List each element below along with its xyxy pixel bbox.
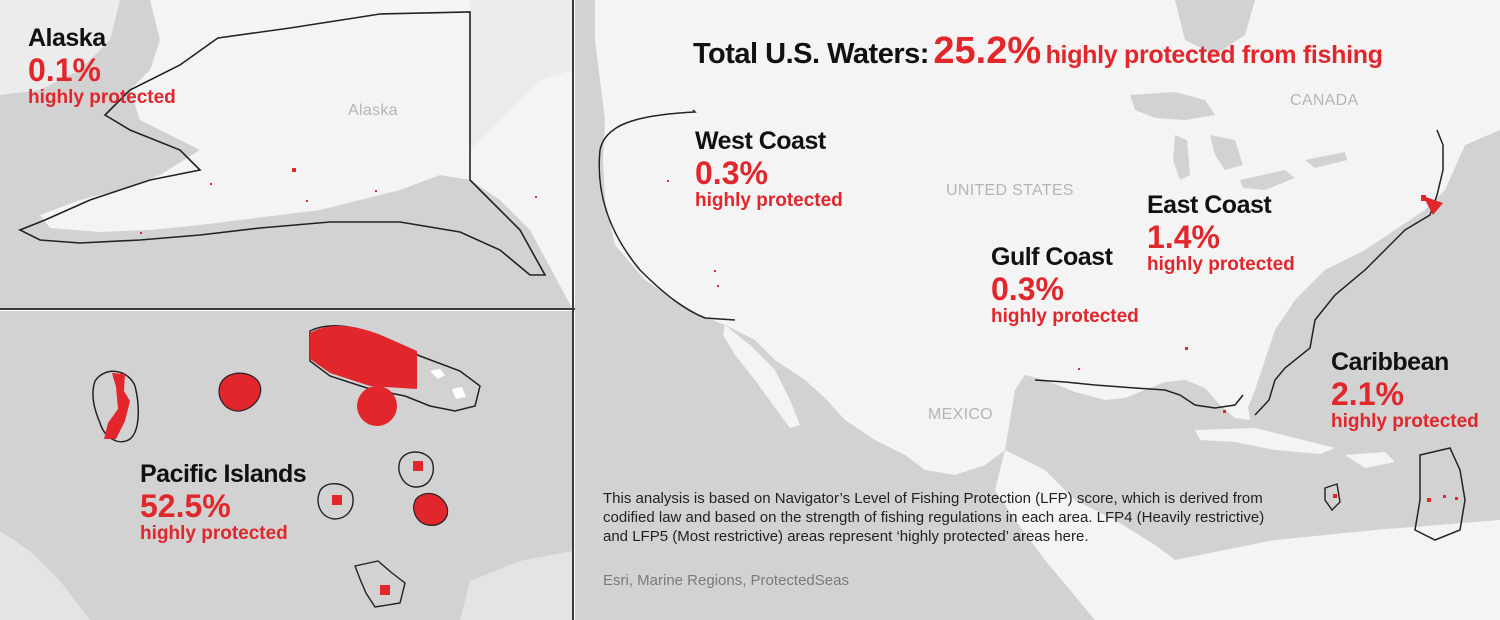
howland-protected — [332, 495, 342, 505]
inset-divider-vertical — [572, 0, 574, 620]
gulf-coast-protected — [1185, 347, 1188, 350]
canada-land-nw — [470, 0, 572, 150]
caribbean-subtitle: highly protected — [1331, 411, 1479, 432]
main-map-svg — [595, 0, 1500, 620]
great-lakes — [1173, 135, 1190, 180]
alaska-place-label: Alaska — [348, 102, 398, 119]
pacific-land-edge — [0, 531, 90, 620]
great-lakes — [1130, 92, 1215, 120]
samoa-eez-boundary — [354, 560, 406, 608]
caribbean-stat-label: Caribbean 2.1% highly protected — [1331, 348, 1479, 433]
hudson-bay — [1175, 0, 1255, 55]
east-coast-stat-label: East Coast 1.4% highly protected — [1147, 191, 1295, 276]
pacific-percent: 52.5% — [140, 488, 231, 524]
samoa-protected — [380, 585, 390, 595]
pacific-stat-label: Pacific Islands 52.5% highly protected — [140, 460, 307, 545]
papahanaumokuakea-protected — [310, 325, 417, 389]
alaska-protected-area — [210, 183, 212, 185]
jarvis-protected — [413, 492, 449, 526]
marianas-protected — [104, 373, 130, 439]
russia-land — [0, 0, 120, 95]
florida-peninsula — [1205, 385, 1250, 420]
alaska-protected-area — [306, 200, 308, 202]
west-coast-percent: 0.3% — [695, 155, 768, 191]
west-coast-name: West Coast — [695, 127, 826, 155]
alaska-name: Alaska — [28, 24, 106, 52]
united-states-place-label: UNITED STATES — [946, 182, 1074, 199]
alaska-stat-label: Alaska 0.1% highly protected — [28, 24, 176, 109]
pacific-islands-inset-map: Pacific Islands 52.5% highly protected — [0, 311, 572, 620]
headline: Total U.S. Waters: 25.2% highly protecte… — [693, 30, 1383, 73]
howland-eez-boundary — [317, 483, 354, 520]
caribbean-protected — [1443, 495, 1446, 498]
hawaii-island — [430, 369, 445, 379]
great-lakes — [1210, 135, 1243, 170]
gulf-coast-percent: 0.3% — [991, 271, 1064, 307]
gulf-coast-protected — [1078, 368, 1080, 370]
gulf-coast-subtitle: highly protected — [991, 306, 1139, 327]
johnston-protected — [357, 386, 397, 426]
west-coast-protected — [714, 270, 716, 272]
alaska-map-svg — [0, 0, 572, 308]
conterminous-us-map — [575, 0, 1500, 620]
pacific-land-edge — [460, 551, 572, 620]
central-america-land — [995, 450, 1175, 620]
caribbean-protected — [1455, 497, 1458, 500]
caribbean-protected — [1427, 498, 1431, 502]
pacific-name: Pacific Islands — [140, 460, 307, 488]
mexico-place-label: MEXICO — [928, 406, 993, 423]
northeast-canyons-protected — [1423, 196, 1443, 215]
puerto-rico-eez-boundary — [1414, 447, 1466, 541]
south-america-land — [1135, 520, 1500, 620]
great-lakes — [1305, 152, 1347, 168]
caribbean-name: Caribbean — [1331, 348, 1449, 376]
west-coast-protected — [667, 180, 669, 182]
alaska-subtitle: highly protected — [28, 87, 176, 108]
pacific-map-svg — [0, 325, 572, 620]
kingman-protected — [413, 461, 423, 471]
gulf-coast-name: Gulf Coast — [991, 243, 1113, 271]
kingman-eez-boundary — [398, 451, 434, 488]
alaska-landmass — [40, 0, 572, 308]
alaska-percent: 0.1% — [28, 52, 101, 88]
headline-tail: highly protected from fishing — [1045, 41, 1383, 69]
methodology-note: This analysis is based on Navigator’s Le… — [603, 490, 1265, 545]
headline-lead: Total U.S. Waters: — [693, 38, 929, 70]
north-america-land — [595, 0, 1500, 475]
caribbean-protected — [1333, 494, 1337, 498]
marianas-eez-boundary — [92, 370, 140, 443]
caribbean-percent: 2.1% — [1331, 376, 1404, 412]
east-coast-subtitle: highly protected — [1147, 254, 1295, 275]
west-coast-subtitle: highly protected — [695, 190, 843, 211]
headline-value: 25.2% — [933, 30, 1042, 72]
pacific-subtitle: highly protected — [140, 523, 288, 544]
navassa-eez-boundary — [1324, 483, 1341, 512]
west-coast-protected — [717, 285, 719, 287]
canada-place-label: CANADA — [1290, 92, 1359, 109]
alaska-protected-area — [535, 196, 537, 198]
great-lakes — [1240, 170, 1295, 190]
gulf-coast-stat-label: Gulf Coast 0.3% highly protected — [991, 243, 1139, 328]
wake-protected — [218, 372, 262, 412]
east-coast-eez-boundary — [1254, 129, 1444, 416]
hispaniola — [1345, 452, 1395, 468]
baja-peninsula — [723, 325, 800, 428]
alaska-eez-boundary — [18, 11, 547, 276]
source-credit: Esri, Marine Regions, ProtectedSeas — [603, 572, 849, 589]
west-coast-stat-label: West Coast 0.3% highly protected — [695, 127, 843, 212]
alaska-inset-map: Alaska Alaska 0.1% highly protected — [0, 0, 572, 308]
east-coast-name: East Coast — [1147, 191, 1272, 219]
east-coast-percent: 1.4% — [1147, 219, 1220, 255]
cuba — [1195, 428, 1335, 454]
alaska-protected-area — [292, 168, 296, 172]
alaska-protected-area — [140, 232, 142, 234]
west-coast-eez-boundary — [598, 109, 736, 321]
alaska-protected-area — [375, 190, 377, 192]
east-coast-protected — [1421, 195, 1426, 201]
gulf-coast-eez-boundary — [1034, 379, 1244, 409]
inset-divider-horizontal — [0, 308, 575, 310]
hawaii-island — [452, 387, 466, 399]
gulf-coast-protected — [1223, 410, 1226, 413]
